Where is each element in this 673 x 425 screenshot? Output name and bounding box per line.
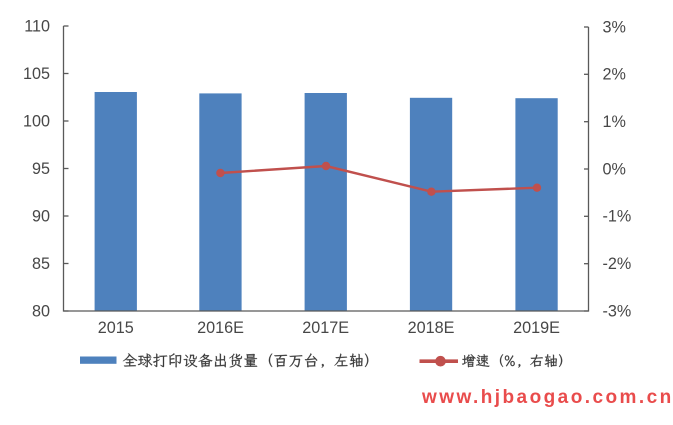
svg-text:105: 105 [23, 65, 50, 83]
svg-text:-2%: -2% [603, 255, 632, 273]
svg-text:-1%: -1% [603, 208, 632, 226]
svg-text:2015: 2015 [98, 319, 134, 337]
svg-text:110: 110 [24, 17, 50, 35]
svg-text:2018E: 2018E [408, 319, 455, 337]
svg-text:0%: 0% [603, 160, 626, 178]
svg-text:2%: 2% [603, 66, 626, 84]
svg-text:2016E: 2016E [197, 319, 244, 337]
svg-text:1%: 1% [603, 113, 626, 131]
svg-text:80: 80 [32, 302, 50, 320]
svg-text:2017E: 2017E [302, 319, 349, 337]
svg-text:85: 85 [32, 255, 50, 273]
svg-text:95: 95 [32, 160, 50, 178]
svg-text:90: 90 [32, 207, 50, 225]
svg-text:3%: 3% [603, 18, 626, 36]
svg-text:2019E: 2019E [513, 319, 560, 337]
svg-text:-3%: -3% [603, 302, 632, 320]
svg-text:100: 100 [23, 112, 50, 130]
